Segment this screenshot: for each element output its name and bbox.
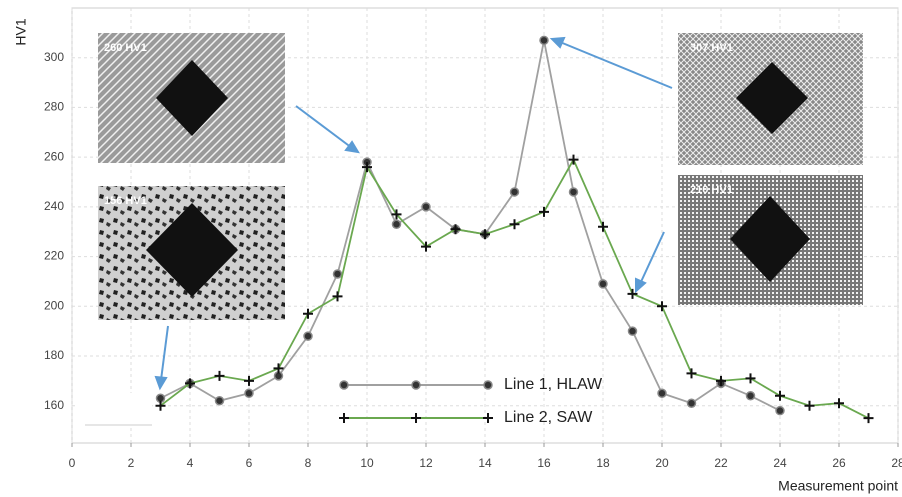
marker — [334, 270, 342, 278]
marker — [393, 220, 401, 228]
y-tick-label: 220 — [44, 249, 64, 263]
x-tick-label: 2 — [128, 456, 135, 470]
marker — [216, 397, 224, 405]
marker — [658, 389, 666, 397]
marker — [511, 188, 519, 196]
y-tick-label: 180 — [44, 348, 64, 362]
marker — [688, 399, 696, 407]
marker — [484, 381, 492, 389]
marker — [304, 332, 312, 340]
marker — [599, 280, 607, 288]
mask — [78, 393, 152, 425]
x-tick-label: 28 — [891, 456, 902, 470]
y-tick-label: 280 — [44, 100, 64, 114]
x-axis-label: Measurement point — [778, 478, 898, 494]
marker — [629, 327, 637, 335]
marker — [776, 407, 784, 415]
marker — [340, 381, 348, 389]
x-tick-label: 4 — [187, 456, 194, 470]
x-tick-label: 14 — [478, 456, 492, 470]
y-tick-label: 200 — [44, 298, 64, 312]
x-tick-label: 0 — [69, 456, 76, 470]
legend-label: Line 2, SAW — [504, 409, 593, 426]
y-tick-label: 300 — [44, 50, 64, 64]
legend-label: Line 1, HLAW — [504, 376, 603, 393]
annotation: 156 HV1 — [104, 195, 147, 207]
x-tick-label: 12 — [419, 456, 433, 470]
marker — [412, 381, 420, 389]
x-tick-label: 10 — [360, 456, 374, 470]
y-tick-label: 260 — [44, 149, 64, 163]
x-tick-label: 26 — [832, 456, 846, 470]
y-axis-label: HV1 — [13, 18, 29, 45]
chart: 1601802002202402602803000246810121416182… — [0, 0, 902, 497]
x-tick-label: 22 — [714, 456, 728, 470]
marker — [422, 203, 430, 211]
y-tick-label: 240 — [44, 199, 64, 213]
x-tick-label: 8 — [305, 456, 312, 470]
marker — [570, 188, 578, 196]
marker — [747, 392, 755, 400]
x-tick-label: 6 — [246, 456, 253, 470]
annotation: 260 HV1 — [104, 42, 147, 54]
annotation: 210 HV1 — [690, 184, 733, 196]
x-tick-label: 18 — [596, 456, 610, 470]
marker — [245, 389, 253, 397]
marker — [540, 36, 548, 44]
y-tick-label: 160 — [44, 398, 64, 412]
x-tick-label: 16 — [537, 456, 551, 470]
annotation: 307 HV1 — [690, 42, 733, 54]
x-tick-label: 20 — [655, 456, 669, 470]
x-tick-label: 24 — [773, 456, 787, 470]
